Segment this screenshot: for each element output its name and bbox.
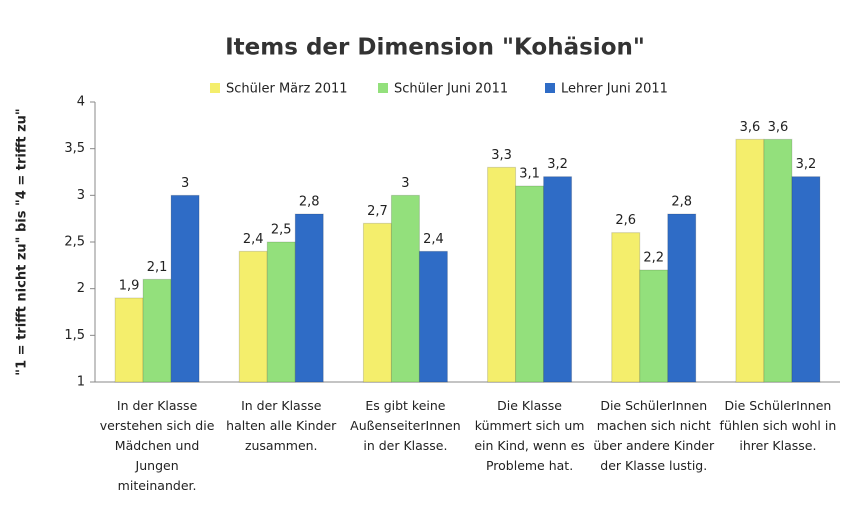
data-label: 1,9 [119,279,140,294]
y-tick-label: 1,5 [64,328,85,343]
bar [515,185,545,383]
chart-title: Items der Dimension "Kohäsion" [225,35,645,61]
y-tick-label: 3,5 [64,141,85,156]
x-tick-label: In der Klasse verstehen sich die Mädchen… [99,398,215,493]
legend-label: Lehrer Juni 2011 [561,82,668,97]
y-axis-label: "1 = trifft nicht zu" bis "4 = trifft zu… [15,108,30,375]
data-label: 2,2 [643,251,664,266]
data-label: 2,6 [615,213,636,228]
data-label: 2,4 [243,232,264,247]
x-tick-label: Die SchülerInnen fühlen sich wohl in ihr… [719,398,837,453]
bar [114,297,144,383]
data-label: 3,1 [519,167,540,182]
bar [170,194,200,383]
bar [763,138,793,383]
bar [362,222,392,383]
data-label: 3,6 [740,120,761,135]
data-label: 2,8 [299,195,320,210]
data-label: 3,6 [768,120,789,135]
y-tick-label: 4 [77,95,85,110]
y-tick-label: 1 [77,375,85,390]
legend-swatch [545,83,555,93]
data-label: 3,2 [796,157,817,172]
data-label: 2,5 [271,223,292,238]
bar [735,138,765,383]
x-tick-label: In der Klasse halten alle Kinder zusamme… [226,398,337,453]
data-label: 3,3 [491,148,512,163]
bar [294,213,324,383]
legend-swatch [210,83,220,93]
bar [543,176,573,383]
y-tick-label: 2 [77,281,85,296]
bar [390,194,420,383]
data-label: 2,1 [147,260,168,275]
data-label: 3 [401,176,409,191]
x-tick-label: Die SchülerInnen machen sich nicht über … [593,398,715,473]
bar [418,250,448,383]
bar [487,166,517,383]
bar [611,232,641,383]
data-label: 3 [181,176,189,191]
x-tick-label: Es gibt keine AußenseiterInnen in der Kl… [350,398,461,453]
x-tick-label: Die Klasse kümmert sich um ein Kind, wen… [474,398,585,473]
data-label: 3,2 [547,157,568,172]
data-label: 2,4 [423,232,444,247]
bar [639,269,669,383]
y-tick-label: 3 [77,188,85,203]
bar [791,176,821,383]
legend-swatch [378,83,388,93]
legend-label: Schüler Juni 2011 [394,82,508,97]
bar [238,250,268,383]
data-label: 2,8 [671,195,692,210]
bar [667,213,697,383]
y-tick-label: 2,5 [64,235,85,250]
bar [142,278,172,383]
bar [266,241,296,383]
legend-label: Schüler März 2011 [226,82,348,97]
data-label: 2,7 [367,204,388,219]
